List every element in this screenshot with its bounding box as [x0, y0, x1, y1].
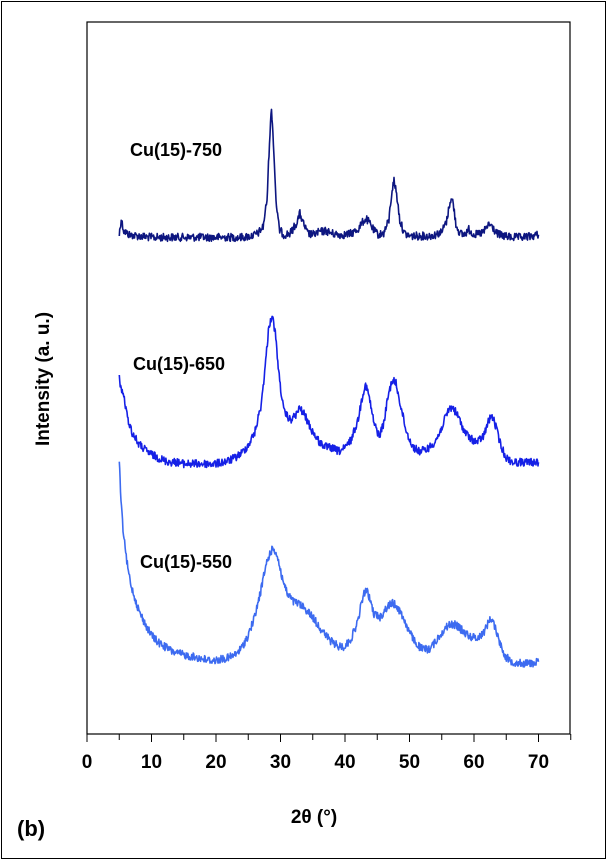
x-tick-label: 30 — [270, 752, 291, 773]
plot-area — [86, 21, 571, 735]
x-tick-label: 20 — [205, 752, 226, 773]
series-labels: Cu(15)-750 Cu(15)-650 Cu(15)-550 — [130, 140, 232, 572]
series-line-3 — [118, 461, 540, 668]
series-label-3: Cu(15)-550 — [140, 552, 232, 572]
x-tick-label: 0 — [82, 752, 93, 773]
y-axis-title: Intensity (a. u.) — [33, 312, 54, 446]
series-line-2 — [118, 315, 540, 469]
series-label-2: Cu(15)-650 — [133, 354, 225, 374]
x-tick-label: 50 — [399, 752, 420, 773]
x-tick-label: 10 — [141, 752, 162, 773]
x-tick-label: 40 — [334, 752, 355, 773]
x-tick-label: 70 — [528, 752, 549, 773]
series-label-1: Cu(15)-750 — [130, 140, 222, 160]
series-group — [118, 108, 540, 668]
series-line-1 — [118, 108, 540, 243]
panel-label: (b) — [17, 816, 45, 841]
x-axis-title: 2θ (°) — [291, 807, 337, 828]
x-axis-ticks: 0 10 20 30 40 50 60 70 — [82, 734, 572, 773]
x-tick-label: 60 — [463, 752, 484, 773]
